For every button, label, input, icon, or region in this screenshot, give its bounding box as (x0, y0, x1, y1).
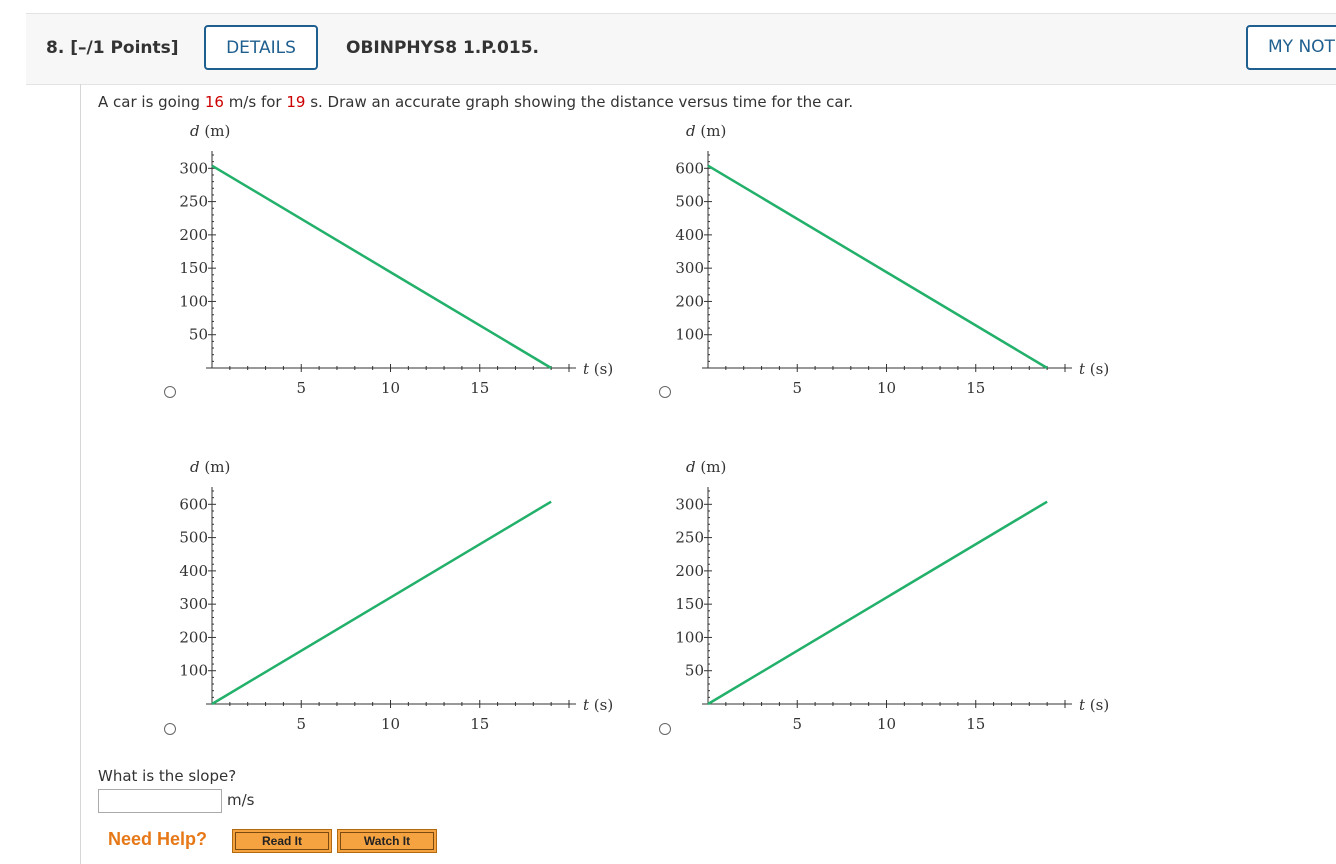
question-left-border (80, 84, 81, 864)
y-axis-symbol: d (686, 458, 696, 476)
y-tick-label: 500 (179, 529, 208, 547)
y-tick-label: 150 (179, 259, 208, 277)
time-value: 19 (286, 93, 306, 111)
read-it-label: Read It (235, 832, 329, 850)
slope-question: What is the slope? (98, 767, 237, 785)
y-tick-label: 300 (675, 495, 704, 513)
x-tick-label: 15 (966, 379, 985, 397)
y-axis-title: d (m) (686, 122, 726, 140)
x-axis-symbol: t (1079, 360, 1086, 378)
x-axis-unit: (s) (1085, 360, 1109, 378)
y-tick-label: 250 (179, 193, 208, 211)
prompt-text-1: A car is going (98, 93, 205, 111)
y-axis-title: d (m) (190, 122, 230, 140)
x-axis-title: t (s) (1079, 696, 1109, 714)
y-axis-symbol: d (190, 458, 200, 476)
y-tick-label: 50 (685, 662, 704, 680)
y-tick-label: 200 (675, 562, 704, 580)
y-axis-unit: (m) (200, 458, 231, 476)
y-tick-label: 300 (179, 595, 208, 613)
y-axis-unit: (m) (696, 122, 727, 140)
need-help-label: Need Help? (108, 829, 208, 849)
graph-option-b: 5 10 15 100 200 300 400 500 600 d (m) t (s) (675, 122, 1109, 397)
x-tick-label: 5 (296, 379, 306, 397)
y-tick-label: 100 (179, 292, 208, 310)
y-axis-title: d (m) (686, 458, 726, 476)
x-tick-label: 15 (966, 715, 985, 733)
question-title: 8. [–/1 Points] (46, 38, 179, 58)
y-axis-symbol: d (686, 122, 696, 140)
x-tick-label: 5 (296, 715, 306, 733)
x-axis-title: t (s) (1079, 360, 1109, 378)
y-tick-label: 400 (179, 562, 208, 580)
data-line (211, 500, 552, 706)
data-line (211, 164, 552, 370)
x-tick-label: 5 (792, 379, 802, 397)
question-prompt: A car is going 16 m/s for 19 s. Draw an … (98, 93, 853, 111)
y-tick-label: 600 (675, 159, 704, 177)
x-tick-label: 10 (877, 379, 896, 397)
x-axis-unit: (s) (589, 360, 613, 378)
x-axis-symbol: t (1079, 696, 1086, 714)
option-radio-c[interactable] (164, 723, 176, 735)
question-points: [–/1 Points] (70, 38, 179, 58)
x-axis-unit: (s) (1085, 696, 1109, 714)
slope-input[interactable] (98, 789, 222, 813)
y-tick-label: 200 (179, 226, 208, 244)
y-tick-label: 150 (675, 595, 704, 613)
watch-it-label: Watch It (340, 832, 434, 850)
y-tick-label: 300 (675, 259, 704, 277)
data-line (707, 164, 1048, 370)
x-tick-label: 15 (470, 379, 489, 397)
y-tick-label: 600 (179, 495, 208, 513)
y-tick-label: 500 (675, 193, 704, 211)
x-tick-label: 10 (877, 715, 896, 733)
slope-unit: m/s (227, 791, 255, 809)
y-axis-unit: (m) (696, 458, 727, 476)
y-tick-label: 100 (675, 628, 704, 646)
y-tick-label: 100 (675, 326, 704, 344)
y-tick-label: 400 (675, 226, 704, 244)
x-axis-title: t (s) (583, 696, 613, 714)
x-axis-symbol: t (583, 696, 590, 714)
question-number: 8. (46, 38, 65, 58)
y-tick-label: 100 (179, 662, 208, 680)
y-tick-label: 200 (179, 628, 208, 646)
y-axis-symbol: d (190, 122, 200, 140)
x-axis-title: t (s) (583, 360, 613, 378)
x-tick-label: 10 (381, 715, 400, 733)
option-radio-a[interactable] (164, 386, 176, 398)
problem-code: OBINPHYS8 1.P.015. (346, 38, 539, 58)
x-tick-label: 15 (470, 715, 489, 733)
y-tick-label: 200 (675, 292, 704, 310)
option-radio-d[interactable] (659, 723, 671, 735)
speed-value: 16 (204, 93, 224, 111)
x-tick-label: 5 (792, 715, 802, 733)
details-button[interactable]: DETAILS (204, 25, 318, 70)
option-radio-b[interactable] (659, 386, 671, 398)
graph-option-a: 5 10 15 50 100 150 200 250 300 d (m) t (s) (179, 122, 613, 397)
y-axis-unit: (m) (200, 122, 231, 140)
prompt-text-2: m/s for (223, 93, 287, 111)
y-tick-label: 50 (189, 326, 208, 344)
y-tick-label: 250 (675, 529, 704, 547)
graph-option-d: 5 10 15 50 100 150 200 250 300 d (m) t (s) (675, 458, 1109, 733)
y-axis-title: d (m) (190, 458, 230, 476)
question-header: 8. [–/1 Points] DETAILS OBINPHYS8 1.P.01… (26, 13, 1336, 85)
prompt-text-3: s. Draw an accurate graph showing the di… (305, 93, 854, 111)
data-line (707, 500, 1048, 706)
x-axis-unit: (s) (589, 696, 613, 714)
read-it-button[interactable]: Read It (232, 829, 332, 853)
x-tick-label: 10 (381, 379, 400, 397)
y-tick-label: 300 (179, 159, 208, 177)
graph-option-c: 5 10 15 100 200 300 400 500 600 d (m) t (s) (179, 458, 613, 733)
watch-it-button[interactable]: Watch It (337, 829, 437, 853)
my-notes-button[interactable]: MY NOTES (1246, 25, 1336, 70)
x-axis-symbol: t (583, 360, 590, 378)
